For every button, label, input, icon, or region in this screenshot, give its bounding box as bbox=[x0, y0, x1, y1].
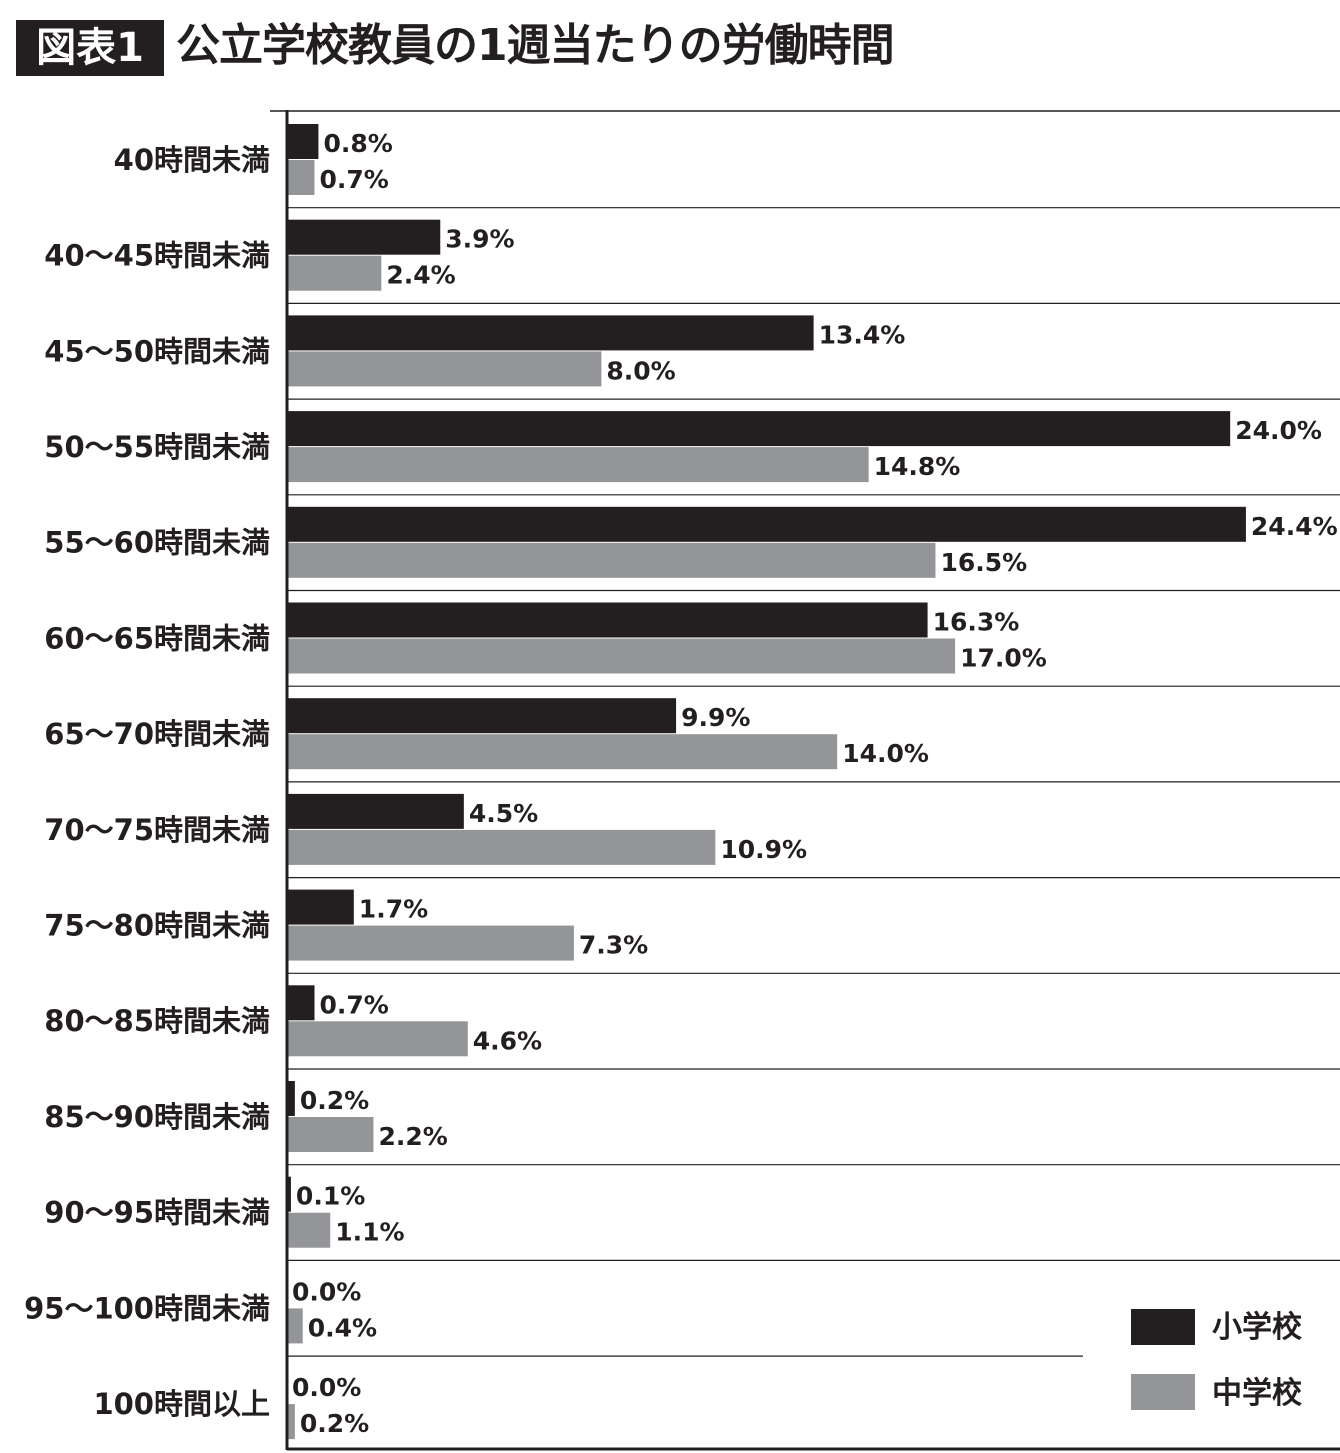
legend-swatch-junior-high bbox=[1131, 1374, 1195, 1410]
data-label: 17.0% bbox=[960, 644, 1047, 673]
data-label: 2.2% bbox=[378, 1122, 447, 1151]
data-label: 7.3% bbox=[579, 931, 648, 960]
category-label: 80〜85時間未満 bbox=[44, 1004, 270, 1038]
bar-junior-high bbox=[287, 1212, 331, 1248]
data-label: 8.0% bbox=[606, 356, 675, 385]
data-label: 0.0% bbox=[292, 1277, 361, 1306]
bar-junior-high bbox=[287, 829, 716, 865]
data-label: 0.4% bbox=[308, 1313, 377, 1342]
bar-junior-high bbox=[287, 351, 602, 387]
category-label: 70〜75時間未満 bbox=[44, 813, 270, 847]
category-label: 85〜90時間未満 bbox=[44, 1100, 270, 1134]
legend-label-junior-high: 中学校 bbox=[1212, 1376, 1302, 1411]
bar-junior-high bbox=[287, 925, 574, 961]
bar-junior-high bbox=[287, 160, 315, 195]
data-label: 0.8% bbox=[323, 129, 392, 158]
data-label: 16.5% bbox=[940, 548, 1027, 577]
data-label: 2.4% bbox=[386, 261, 455, 290]
bar-elementary bbox=[287, 698, 677, 734]
category-label: 90〜95時間未満 bbox=[44, 1196, 270, 1230]
bar-junior-high bbox=[287, 1404, 295, 1440]
bar-junior-high bbox=[287, 447, 869, 483]
category-label: 40〜45時間未満 bbox=[44, 239, 270, 273]
category-label: 50〜55時間未満 bbox=[44, 430, 270, 464]
bar-junior-high bbox=[287, 1308, 303, 1344]
bar-elementary bbox=[287, 602, 928, 638]
data-label: 0.1% bbox=[296, 1182, 365, 1211]
data-label: 1.1% bbox=[335, 1218, 404, 1247]
bar-elementary bbox=[287, 506, 1246, 542]
data-label: 10.9% bbox=[720, 835, 807, 864]
bar-elementary bbox=[287, 1081, 295, 1116]
bar-elementary bbox=[287, 411, 1231, 447]
data-label: 14.8% bbox=[874, 452, 961, 481]
bar-elementary bbox=[287, 124, 319, 159]
category-label: 40時間未満 bbox=[114, 143, 270, 177]
category-label: 45〜50時間未満 bbox=[44, 334, 270, 368]
category-label: 75〜80時間未満 bbox=[44, 908, 270, 942]
category-label: 100時間以上 bbox=[93, 1387, 270, 1421]
bar-junior-high bbox=[287, 1117, 374, 1152]
bar-junior-high bbox=[287, 734, 838, 770]
bar-junior-high bbox=[287, 255, 382, 291]
bar-junior-high bbox=[287, 638, 956, 674]
legend-swatch-elementary bbox=[1131, 1309, 1195, 1345]
category-label: 55〜60時間未満 bbox=[44, 526, 270, 560]
legend-label-elementary: 小学校 bbox=[1212, 1310, 1302, 1345]
data-label: 0.2% bbox=[300, 1409, 369, 1438]
data-label: 16.3% bbox=[933, 608, 1020, 637]
data-label: 9.9% bbox=[681, 703, 750, 732]
bar-junior-high bbox=[287, 542, 936, 578]
figure-badge: 図表1 bbox=[16, 20, 164, 76]
data-label: 4.5% bbox=[469, 799, 538, 828]
legend: 小学校 中学校 bbox=[1131, 1309, 1302, 1411]
data-label: 13.4% bbox=[819, 320, 906, 349]
data-label: 14.0% bbox=[842, 739, 929, 768]
data-label: 0.2% bbox=[300, 1086, 369, 1115]
data-label: 3.9% bbox=[445, 225, 514, 254]
data-label: 0.7% bbox=[320, 165, 389, 194]
data-label: 1.7% bbox=[359, 895, 428, 924]
bar-junior-high bbox=[287, 1021, 468, 1057]
bar-elementary bbox=[287, 315, 814, 351]
bar-elementary bbox=[287, 793, 464, 829]
data-label: 24.4% bbox=[1251, 512, 1338, 541]
bar-elementary bbox=[287, 889, 354, 925]
category-label: 60〜65時間未満 bbox=[44, 621, 270, 655]
bar-elementary bbox=[287, 1176, 291, 1212]
bar-elementary bbox=[287, 985, 315, 1021]
data-label: 4.6% bbox=[473, 1026, 542, 1055]
data-label: 0.7% bbox=[320, 990, 389, 1019]
category-label: 95〜100時間未満 bbox=[24, 1291, 270, 1325]
category-label: 65〜70時間未満 bbox=[44, 717, 270, 751]
data-label: 0.0% bbox=[292, 1373, 361, 1402]
chart-title: 公立学校教員の1週当たりの労働時間 bbox=[176, 20, 895, 71]
data-label: 24.0% bbox=[1235, 416, 1322, 445]
bar-elementary bbox=[287, 219, 441, 255]
